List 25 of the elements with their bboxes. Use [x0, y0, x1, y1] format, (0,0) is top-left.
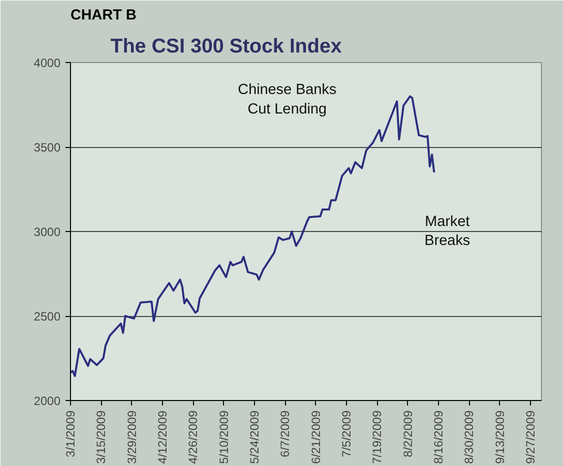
x-tick-label: 9/13/2009 — [492, 410, 507, 464]
y-tick-label: 2000 — [34, 394, 61, 408]
y-tick-label: 4000 — [34, 56, 61, 70]
x-tick-label: 8/30/2009 — [462, 410, 476, 464]
y-tick-label: 3500 — [34, 140, 61, 154]
x-tick-label: 6/7/2009 — [278, 410, 292, 458]
x-tick-label: 3/1/2009 — [64, 410, 78, 458]
x-tick-label: 8/16/2009 — [432, 410, 446, 464]
x-tick-label: 5/24/2009 — [248, 410, 262, 464]
x-tick-label: 5/10/2009 — [216, 410, 231, 464]
y-tick-label: 3000 — [34, 225, 61, 239]
annotation: Market Breaks — [424, 214, 470, 250]
x-tick-label: 4/12/2009 — [156, 410, 170, 464]
x-tick-label: 6/21/2009 — [308, 410, 323, 464]
x-tick-label: 4/26/2009 — [186, 410, 200, 464]
x-tick-label: 8/2/2009 — [400, 410, 415, 458]
x-tick-label: 7/5/2009 — [340, 410, 354, 458]
y-tick-label: 2500 — [34, 310, 61, 324]
x-tick-label: 3/29/2009 — [124, 410, 139, 464]
x-tick-label: 7/19/2009 — [370, 410, 384, 464]
x-tick-label: 3/15/2009 — [94, 410, 108, 464]
chart-subtitle: CHART B — [70, 8, 136, 24]
chart-title: The CSI 300 Stock Index — [110, 36, 342, 58]
annotation: Chinese Banks Cut Lending — [238, 82, 336, 118]
x-tick-label: 9/27/2009 — [524, 410, 538, 464]
